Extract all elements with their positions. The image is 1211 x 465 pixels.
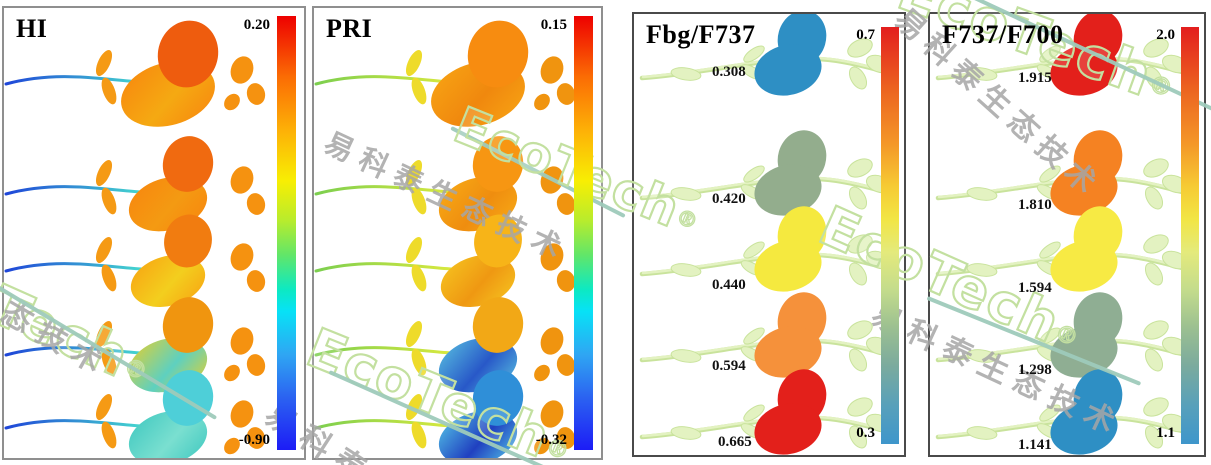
plant-image-pri xyxy=(314,20,576,458)
colorbar-min-label: -0.90 xyxy=(238,432,270,448)
plant-value: 0.440 xyxy=(712,277,746,293)
colorbar-max-label: 0.15 xyxy=(540,17,567,33)
plant-value: 1.141 xyxy=(1018,437,1052,453)
plant-value: 1.594 xyxy=(1018,280,1052,296)
plant-image-hi xyxy=(4,20,266,458)
colorbar-hi xyxy=(277,16,296,450)
colorbar-min-label: 0.3 xyxy=(856,425,875,441)
colorbar-f737-f700 xyxy=(1181,27,1199,444)
plant-value: 1.915 xyxy=(1018,70,1052,86)
colorbar-min-label: -0.32 xyxy=(535,432,567,448)
panel-title-pri: PRI xyxy=(326,14,373,43)
plant-value: 0.420 xyxy=(712,191,746,207)
plant-value: 0.308 xyxy=(712,64,746,80)
colorbar-min-label: 1.1 xyxy=(1156,425,1175,441)
panel-title-f737-f700: F737/F700 xyxy=(942,20,1064,49)
plant-image-fbg-f737 xyxy=(639,14,893,455)
panel-title-fbg-f737: Fbg/F737 xyxy=(646,20,756,49)
colorbar-max-label: 0.20 xyxy=(243,17,270,33)
plant-value: 1.298 xyxy=(1018,362,1052,378)
colorbar-max-label: 0.7 xyxy=(856,27,875,43)
colorbar-max-label: 2.0 xyxy=(1156,27,1175,43)
panel-title-hi: HI xyxy=(16,14,48,43)
panel-hi: HI 0.20 -0.90 xyxy=(2,6,306,460)
colorbar-fbg-f737 xyxy=(881,27,899,444)
plant-value: 0.665 xyxy=(718,434,752,450)
panel-pri: PRI 0.15 -0.32 xyxy=(312,6,603,460)
plant-value: 0.594 xyxy=(712,358,746,374)
plant-image-f737-f700 xyxy=(935,14,1189,455)
colorbar-pri xyxy=(574,16,593,450)
plant-value: 1.810 xyxy=(1018,197,1052,213)
panel-f737-f700: F737/F700 2.0 1.1 1.915 1.810 1.594 1.29… xyxy=(928,12,1206,457)
panel-fbg-f737: Fbg/F737 0.7 0.3 0.308 0.420 0.440 0.594… xyxy=(632,12,906,457)
